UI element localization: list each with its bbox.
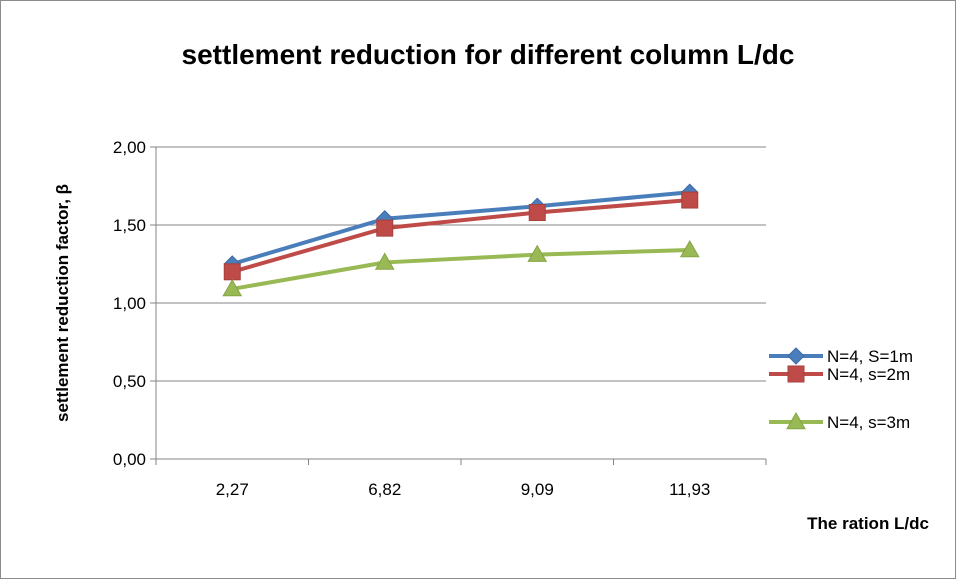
legend-entry: N=4, s=3m xyxy=(769,411,910,432)
legend-entry: N=4, s=2m xyxy=(769,365,910,384)
x-axis-title: The ration L/dc xyxy=(807,514,929,533)
legend-marker xyxy=(787,365,805,383)
series-line xyxy=(231,190,690,266)
legend: N=4, S=1mN=4, s=2m N=4, s=3m xyxy=(769,347,913,432)
chart-title: settlement reduction for different colum… xyxy=(182,39,795,70)
x-tick-label: 11,93 xyxy=(669,480,710,499)
y-axis-title: settlement reduction factor, β xyxy=(53,184,72,422)
legend-label: N=4, s=2m xyxy=(827,365,910,384)
legend-label: N=4, s=3m xyxy=(827,413,910,432)
legend-entry: N=4, S=1m xyxy=(769,347,913,366)
data-point xyxy=(376,219,394,237)
y-tick-label: 1,50 xyxy=(113,216,146,235)
y-tick-label: 0,50 xyxy=(113,372,146,391)
legend-marker xyxy=(786,411,806,430)
legend-marker xyxy=(787,347,805,365)
gridlines xyxy=(156,146,766,382)
x-tick-label: 9,09 xyxy=(521,480,554,499)
data-point xyxy=(222,278,243,297)
y-tick-label: 1,00 xyxy=(113,294,146,313)
series-line xyxy=(231,198,690,274)
y-tick-label: 2,00 xyxy=(113,138,146,157)
x-tick-label: 6,82 xyxy=(368,480,401,499)
series xyxy=(223,191,699,281)
axes: 0,00 0,50 1,00 1,50 2,00 2,27 6,82 9,09 11,93 xyxy=(113,138,767,499)
data-point xyxy=(528,204,546,222)
series-group xyxy=(222,183,700,297)
series-line xyxy=(231,247,690,291)
data-point xyxy=(681,191,699,209)
x-tick-label: 2,27 xyxy=(216,480,249,499)
data-point xyxy=(527,244,548,262)
data-point xyxy=(223,263,241,281)
series xyxy=(222,239,700,297)
data-point xyxy=(374,252,395,270)
data-point xyxy=(679,239,700,258)
legend-label: N=4, S=1m xyxy=(827,347,913,366)
y-tick-label: 0,00 xyxy=(113,450,146,469)
